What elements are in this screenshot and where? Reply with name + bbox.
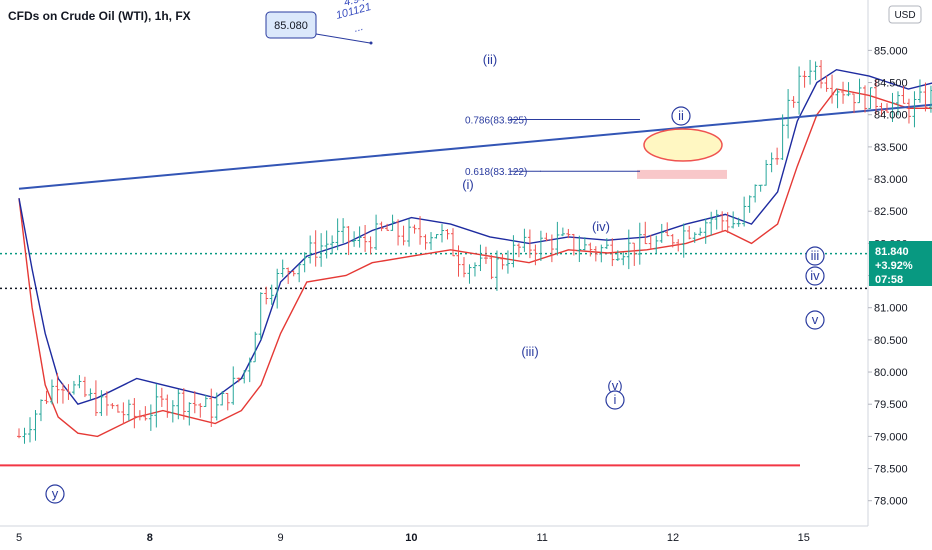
callout-value: 85.080 (274, 20, 308, 32)
y-tick-label: 78.000 (874, 496, 908, 508)
wave-label: v (812, 312, 819, 327)
x-tick-label: 10 (405, 532, 417, 544)
wave-label: (i) (462, 177, 474, 192)
y-tick-label: 79.000 (874, 431, 908, 443)
current-price-text: 81.840 (875, 246, 909, 258)
x-tick-label: 8 (147, 532, 153, 544)
wave-label: i (614, 392, 617, 407)
y-tick-label: 83.500 (874, 142, 908, 154)
callout-leader (315, 33, 371, 44)
y-tick-label: 85.000 (874, 45, 908, 57)
y-tick-label: 83.000 (874, 174, 908, 186)
x-tick-label: 15 (798, 532, 810, 544)
wave-label: iii (811, 248, 820, 263)
x-tick-label: 9 (278, 532, 284, 544)
target-ellipse (643, 128, 723, 162)
y-tick-label: 80.000 (874, 367, 908, 379)
currency-label: USD (894, 10, 915, 21)
wave-circle (805, 266, 825, 286)
wave-label: (ii) (483, 52, 497, 67)
wave-label: y (52, 486, 59, 501)
chart-frame (0, 0, 869, 527)
wave-circle (805, 310, 825, 330)
moving-average-blue (18, 68, 932, 406)
callout-annotation: ... (353, 21, 365, 35)
y-tick-label: 78.500 (874, 464, 908, 476)
y-tick-label: 84.000 (874, 110, 908, 122)
trendline (18, 103, 932, 190)
current-price-text: 07:58 (875, 274, 903, 286)
callout-anchor (369, 41, 373, 45)
wave-circle (671, 106, 691, 126)
fib-label: 0.618(83.122) (465, 167, 527, 178)
x-tick-label: 5 (16, 532, 22, 544)
target-zone (637, 169, 727, 179)
wave-circle (605, 390, 625, 410)
current-price-text: +3.92% (875, 260, 913, 272)
wave-label: (v) (607, 378, 622, 393)
wave-label: (iii) (521, 344, 538, 359)
callout-box (265, 11, 317, 39)
wave-circle (805, 246, 825, 266)
y-tick-label: 84.500 (874, 78, 908, 90)
moving-average-red (18, 88, 932, 438)
wave-label: ii (678, 108, 684, 123)
y-tick-label: 79.500 (874, 399, 908, 411)
wave-label: iv (810, 268, 820, 283)
callout-annotation: 4.94 (343, 0, 367, 9)
currency-button[interactable]: USD (888, 5, 922, 24)
wave-label: (iv) (592, 219, 610, 234)
fib-label: 0.786(83.925) (465, 116, 527, 127)
wave-circle (45, 484, 65, 504)
y-tick-label: 82.500 (874, 206, 908, 218)
x-tick-label: 11 (536, 532, 547, 544)
y-tick-label: 81.000 (874, 303, 908, 315)
chart-title: CFDs on Crude Oil (WTI), 1h, FX (8, 9, 191, 23)
current-price-tag (869, 241, 932, 286)
y-tick-label: 80.500 (874, 335, 908, 347)
x-tick-label: 12 (667, 532, 679, 544)
